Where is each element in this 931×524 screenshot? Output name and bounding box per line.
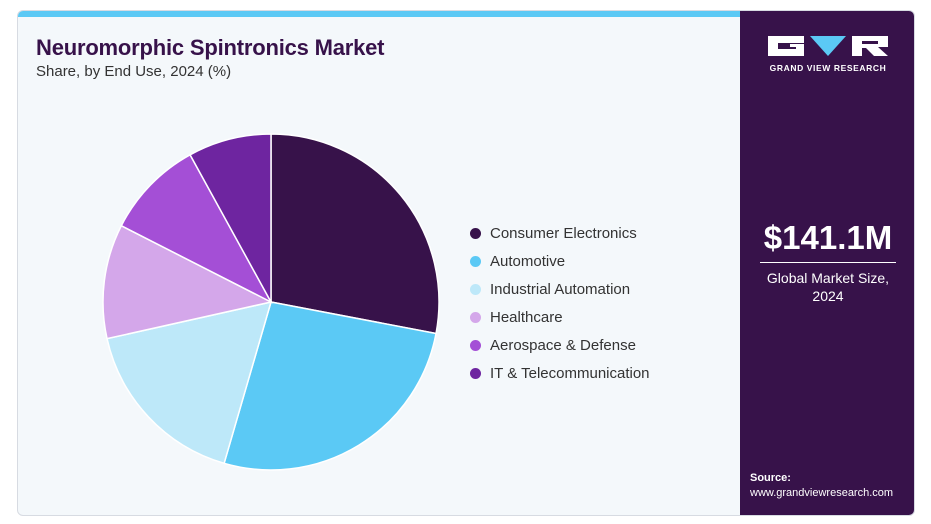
market-size-label-year: 2024 <box>812 288 844 304</box>
legend-swatch <box>470 227 481 239</box>
pie-slice-healthcare <box>102 224 274 340</box>
legend-swatch <box>470 255 481 267</box>
market-size-value: $141.1M <box>763 219 893 256</box>
legend-item: Consumer Electronics <box>470 219 650 247</box>
divider <box>760 262 896 263</box>
legend-item: Aerospace & Defense <box>470 331 650 359</box>
pie-slice-industrial-automation <box>106 300 273 465</box>
gvr-logo-icon <box>768 36 888 56</box>
legend-swatch <box>470 283 481 295</box>
legend-label: Consumer Electronics <box>490 224 637 242</box>
legend-item: Healthcare <box>470 303 650 331</box>
market-size-label: Global Market Size, 2024 <box>740 269 914 305</box>
chart-subtitle: Share, by End Use, 2024 (%) <box>36 63 232 80</box>
pie-slice-aerospace-defense <box>120 153 273 304</box>
chart-card: Neuromorphic Spintronics Market Share, b… <box>17 10 915 516</box>
legend-swatch <box>470 367 481 379</box>
chart-title: Neuromorphic Spintronics Market <box>36 35 385 60</box>
pie-chart <box>102 133 440 471</box>
chart-legend: Consumer Electronics Automotive Industrial… <box>470 219 650 387</box>
brand-logo: GRAND VIEW RESEARCH <box>766 35 890 73</box>
accent-strip <box>18 11 740 17</box>
source-link[interactable]: www.grandviewresearch.com <box>750 487 894 499</box>
source-label: Source: <box>750 472 791 484</box>
brand-name: GRAND VIEW RESEARCH <box>769 63 887 73</box>
legend-item: Industrial Automation <box>470 275 650 303</box>
legend-swatch <box>470 339 481 351</box>
side-panel: GRAND VIEW RESEARCH $141.1M Global Marke… <box>740 11 914 515</box>
legend-label: IT & Telecommunication <box>490 364 650 382</box>
legend-item: Automotive <box>470 247 650 275</box>
legend-label: Automotive <box>490 252 566 270</box>
pie-slice-consumer-electronics <box>270 133 440 335</box>
legend-label: Healthcare <box>490 308 563 326</box>
legend-label: Aerospace & Defense <box>490 336 636 354</box>
pie-slice-it-telecommunication <box>189 133 272 303</box>
pie-slice-automotive <box>223 301 437 471</box>
legend-swatch <box>470 311 481 323</box>
market-size-label-line1: Global Market Size, <box>766 270 890 286</box>
legend-item: IT & Telecommunication <box>470 359 650 387</box>
chart-panel: Neuromorphic Spintronics Market Share, b… <box>18 11 740 515</box>
legend-label: Industrial Automation <box>490 280 631 298</box>
